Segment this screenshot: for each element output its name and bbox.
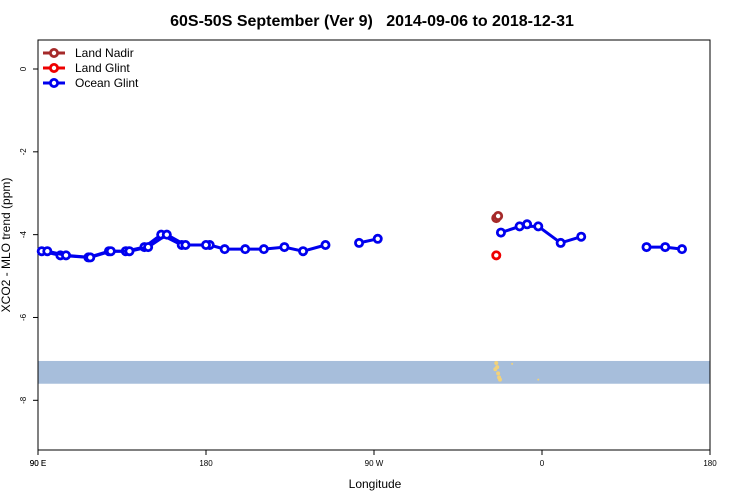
ocean-glint-point	[105, 246, 116, 257]
x-axis-label: Longitude	[349, 477, 402, 491]
ocean-glint-point	[143, 242, 154, 253]
ocean-glint-point	[180, 239, 191, 250]
map-land-patch	[496, 371, 501, 376]
x-tick-label: 90 E	[30, 459, 46, 468]
ocean-glint-point	[372, 233, 383, 244]
ocean-glint-point	[258, 244, 269, 255]
legend-marker-land-nadir	[49, 48, 60, 59]
map-land-patch	[498, 377, 502, 382]
ocean-glint-point	[320, 239, 331, 250]
ocean-glint-point	[641, 242, 652, 253]
y-axis-label: XCO2 - MLO trend (ppm)	[0, 178, 13, 313]
y-tick-label: -2	[19, 148, 28, 156]
map-band	[38, 360, 710, 384]
ocean-glint-point	[576, 231, 587, 242]
ocean-glint-point	[660, 242, 671, 253]
ocean-glint-point	[219, 244, 230, 255]
y-tick-label: -4	[19, 231, 28, 239]
legend-marker-ocean-glint	[49, 78, 60, 89]
map-land-patch	[495, 365, 500, 370]
x-tick-label: 180	[703, 459, 717, 468]
x-tick-label: 180	[199, 459, 213, 468]
y-tick-label: -8	[19, 396, 28, 404]
ocean-glint-point	[61, 250, 72, 261]
land-glint-point	[491, 250, 502, 261]
legend-label-land-nadir: Land Nadir	[75, 46, 134, 60]
legend-label-land-glint: Land Glint	[75, 61, 130, 75]
map-land-patch	[511, 362, 514, 365]
x-tick-label: 90 W	[365, 459, 384, 468]
ocean-glint-point	[677, 244, 688, 255]
chart-title: 60S-50S September (Ver 9) 2014-09-06 to …	[170, 13, 574, 30]
ocean-glint-point	[42, 246, 53, 257]
ocean-glint-point	[522, 219, 533, 230]
ocean-glint-point	[298, 246, 309, 257]
ocean-glint-point	[555, 237, 566, 248]
legend-label-ocean-glint: Ocean Glint	[75, 76, 139, 90]
ocean-glint-point	[495, 227, 506, 238]
ocean-glint-point	[85, 252, 96, 263]
x-tick-label: 90 E	[30, 459, 46, 468]
ocean-glint-point	[124, 246, 135, 257]
land-nadir-point	[493, 211, 504, 222]
ocean-glint-point	[161, 229, 172, 240]
legend-marker-land-glint	[49, 63, 60, 74]
y-tick-label: -6	[19, 313, 28, 321]
y-tick-label: 0	[19, 66, 28, 71]
ocean-glint-point	[200, 239, 211, 250]
plot-frame	[37, 39, 711, 451]
ocean-glint-point	[533, 221, 544, 232]
ocean-glint-point	[354, 237, 365, 248]
map-land-patch	[494, 361, 499, 366]
map-land-patch	[537, 378, 540, 381]
x-tick-label: 0	[540, 459, 545, 468]
ocean-glint-point	[240, 244, 251, 255]
ocean-glint-point	[279, 242, 290, 253]
